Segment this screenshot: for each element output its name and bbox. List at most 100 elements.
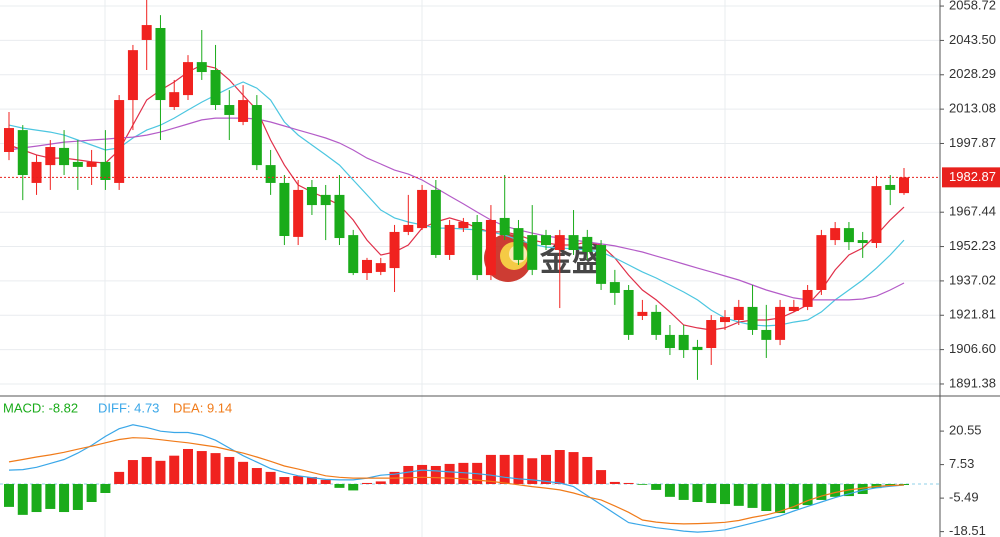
y-tick-label: 2058.72 [949,0,996,12]
y-tick-label: 2013.08 [949,101,996,116]
candle-body [403,224,414,232]
ma-line [8,117,905,301]
candle-body [238,100,249,122]
candle-body [554,235,565,251]
macd-bar [692,483,703,502]
candle-body [816,235,827,290]
candle-body [513,228,524,260]
macd-bar [485,454,496,484]
macd-bar [293,476,304,484]
macd-bar [183,448,193,484]
y-tick-label: 1921.81 [949,307,996,322]
macd-bar [100,483,111,493]
macd-bar [17,483,28,515]
macd-bar [596,470,607,484]
macd-bar [141,456,152,484]
y2-tick-label: -18.51 [949,523,986,537]
macd-bar [582,456,593,484]
y2-tick-label: 20.55 [949,423,982,438]
legend-label: MACD: -8.82 [3,400,78,415]
macd-bar [678,483,689,500]
macd-bar [169,455,180,484]
macd-bar [637,483,648,485]
macd-bar [899,483,909,486]
candle-body [4,128,14,152]
macd-bar [609,481,620,484]
candle-body [155,28,166,101]
macd-bar [513,454,524,484]
candle-body [362,259,372,274]
macd-bar [802,483,813,506]
candle-body [430,189,441,255]
candle-body [899,177,909,194]
macd-bar [224,456,235,484]
candle-body [541,235,551,246]
macd-bar [4,483,14,507]
y-tick-label: 1906.60 [949,341,996,356]
candle-body [651,311,662,335]
candle-body [293,189,304,237]
candle-body [127,50,138,101]
macd-bar [816,483,827,500]
macd-bar [45,483,56,509]
y-tick-label: 1891.38 [949,375,996,390]
candle-body [692,346,703,351]
candle-body [802,289,813,307]
candle-body [706,320,717,349]
y-tick-label: 1937.02 [949,272,996,287]
candle-body [183,62,193,96]
candle-body [623,289,634,335]
candle-body [389,231,400,269]
candle-body [747,306,758,330]
candle-body [348,235,359,274]
candle-body [45,147,56,166]
legend-label: DEA: 9.14 [173,400,232,415]
y-tick-label: 2043.50 [949,32,996,47]
macd-bar [706,483,717,504]
candle-body [637,311,648,316]
candle-body [485,219,496,276]
macd-bar [733,483,744,506]
macd-bar [430,465,441,484]
macd-bar [251,468,262,484]
candle-body [775,306,786,340]
macd-bar [155,460,166,484]
candle-body [31,161,42,183]
macd-bar [857,483,868,495]
legend-label: DIFF: 4.73 [98,400,159,415]
macd-bar [720,483,730,505]
candle-body [857,240,868,244]
macd-bar [362,482,372,484]
last-price-box [942,167,1000,188]
macd-bar [761,483,772,512]
candle-body [306,186,317,206]
macd-bar [444,463,455,484]
macd-bar [196,451,207,484]
macd-bar [31,483,42,513]
macd-bar [499,454,510,484]
candle-body [334,194,345,239]
candle-body [596,245,607,284]
macd-bar [306,477,317,484]
macd-bar [72,483,83,510]
y-tick-label: 1967.44 [949,204,996,219]
candle-body [830,228,841,241]
candle-body [72,161,83,167]
last-price-label: 1982.87 [949,169,996,184]
macd-bar [417,464,428,484]
candle-body [251,105,262,166]
macd-bar [375,481,386,484]
y-tick-label: 1997.87 [949,135,996,150]
macd-bar [458,462,469,484]
macd-bar [747,483,758,508]
candle-body [664,334,675,349]
candle-body [196,62,207,73]
y-tick-label: 2028.29 [949,66,996,81]
candle-body [114,100,125,183]
macd-bar [403,465,414,484]
macd-bar [114,471,125,484]
candle-body [568,235,579,251]
candle-body [320,194,331,206]
candle-body [458,222,469,229]
macd-bar [334,483,345,488]
